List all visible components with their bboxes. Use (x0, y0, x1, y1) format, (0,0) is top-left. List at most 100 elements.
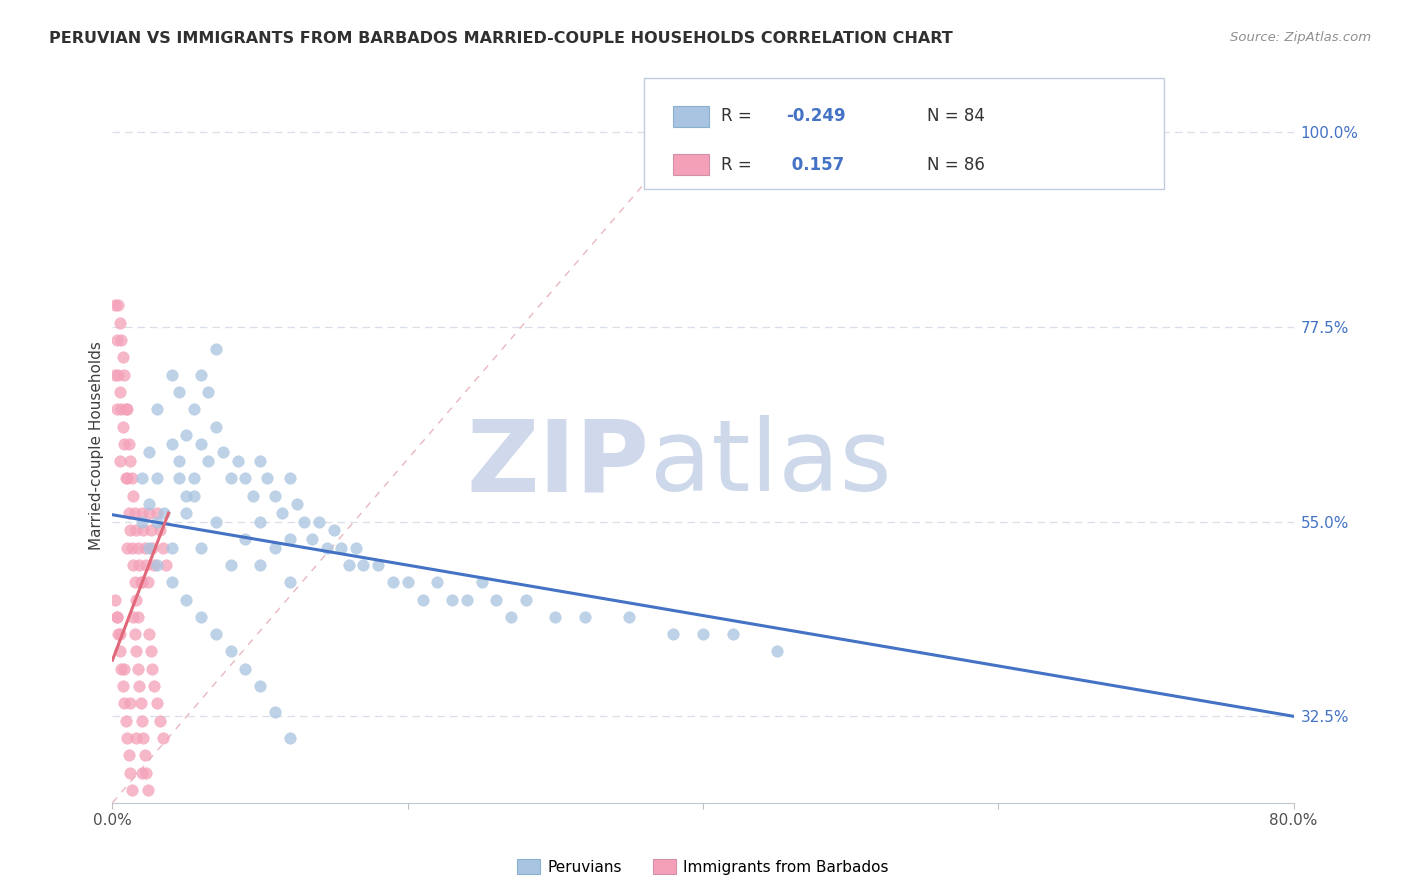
Peruvians (131, 471, 153, 485)
Peruvians (485, 592, 508, 607)
Immigrants from Barbados (114, 402, 136, 417)
Peruvians (662, 627, 685, 641)
Immigrants from Barbados (121, 541, 143, 555)
Peruvians (226, 454, 249, 468)
Immigrants from Barbados (122, 558, 145, 572)
Peruvians (146, 402, 169, 417)
Immigrants from Barbados (134, 748, 156, 763)
Peruvians (190, 437, 212, 451)
Peruvians (138, 497, 160, 511)
Immigrants from Barbados (117, 731, 138, 745)
Immigrants from Barbados (107, 368, 129, 382)
Peruvians (249, 679, 271, 693)
Immigrants from Barbados (149, 524, 172, 538)
Immigrants from Barbados (139, 524, 162, 538)
Peruvians (470, 575, 494, 590)
FancyBboxPatch shape (673, 106, 709, 128)
Immigrants from Barbados (111, 679, 134, 693)
Immigrants from Barbados (125, 731, 148, 745)
Peruvians (183, 489, 205, 503)
Peruvians (233, 471, 256, 485)
Immigrants from Barbados (117, 471, 138, 485)
Peruvians (315, 541, 337, 555)
Immigrants from Barbados (108, 644, 131, 658)
Immigrants from Barbados (141, 541, 163, 555)
Immigrants from Barbados (131, 714, 153, 728)
Peruvians (160, 368, 183, 382)
Peruvians (190, 541, 212, 555)
Immigrants from Barbados (136, 782, 159, 797)
Immigrants from Barbados (111, 419, 134, 434)
Immigrants from Barbados (122, 489, 145, 503)
Immigrants from Barbados (139, 644, 162, 658)
Peruvians (131, 515, 153, 529)
Peruvians (382, 575, 405, 590)
Peruvians (574, 610, 596, 624)
Peruvians (264, 541, 287, 555)
Peruvians (249, 558, 271, 572)
Peruvians (146, 515, 169, 529)
Peruvians (344, 541, 367, 555)
Immigrants from Barbados (135, 765, 157, 780)
Peruvians (330, 541, 353, 555)
Immigrants from Barbados (105, 610, 128, 624)
Immigrants from Barbados (104, 592, 127, 607)
Immigrants from Barbados (122, 610, 145, 624)
Peruvians (174, 428, 197, 442)
Peruvians (619, 610, 641, 624)
Immigrants from Barbados (152, 541, 174, 555)
Peruvians (219, 471, 242, 485)
Immigrants from Barbados (127, 662, 149, 676)
Peruvians (160, 437, 183, 451)
Peruvians (146, 471, 169, 485)
Peruvians (197, 454, 219, 468)
Peruvians (271, 506, 294, 520)
Peruvians (242, 489, 264, 503)
Immigrants from Barbados (108, 454, 131, 468)
Immigrants from Barbados (121, 471, 143, 485)
Immigrants from Barbados (131, 575, 153, 590)
Peruvians (233, 532, 256, 546)
Peruvians (219, 558, 242, 572)
Immigrants from Barbados (120, 765, 142, 780)
Peruvians (205, 419, 228, 434)
Peruvians (721, 627, 744, 641)
Peruvians (153, 506, 176, 520)
Immigrants from Barbados (111, 351, 134, 365)
Peruvians (692, 627, 714, 641)
Immigrants from Barbados (120, 524, 142, 538)
Peruvians (292, 515, 315, 529)
Immigrants from Barbados (108, 316, 131, 330)
Immigrants from Barbados (104, 368, 127, 382)
Immigrants from Barbados (128, 558, 150, 572)
Immigrants from Barbados (128, 679, 150, 693)
Immigrants from Barbados (120, 696, 142, 710)
Immigrants from Barbados (104, 298, 127, 312)
Immigrants from Barbados (125, 524, 148, 538)
Immigrants from Barbados (117, 402, 138, 417)
Immigrants from Barbados (117, 541, 138, 555)
Immigrants from Barbados (110, 333, 132, 347)
Immigrants from Barbados (107, 627, 129, 641)
Peruvians (278, 575, 301, 590)
Peruvians (167, 471, 190, 485)
Peruvians (515, 592, 537, 607)
Text: R =: R = (721, 107, 756, 126)
Peruvians (278, 532, 301, 546)
Text: -0.249: -0.249 (786, 107, 845, 126)
Peruvians (249, 454, 271, 468)
Peruvians (167, 384, 190, 399)
Immigrants from Barbados (127, 541, 149, 555)
Immigrants from Barbados (112, 662, 135, 676)
Text: ZIP: ZIP (467, 416, 650, 512)
Immigrants from Barbados (131, 506, 153, 520)
Immigrants from Barbados (110, 662, 132, 676)
Immigrants from Barbados (146, 506, 169, 520)
Peruvians (766, 644, 789, 658)
Peruvians (174, 506, 197, 520)
Peruvians (160, 541, 183, 555)
Immigrants from Barbados (152, 731, 174, 745)
Peruvians (352, 558, 374, 572)
Immigrants from Barbados (142, 558, 165, 572)
Text: 0.157: 0.157 (786, 155, 844, 174)
